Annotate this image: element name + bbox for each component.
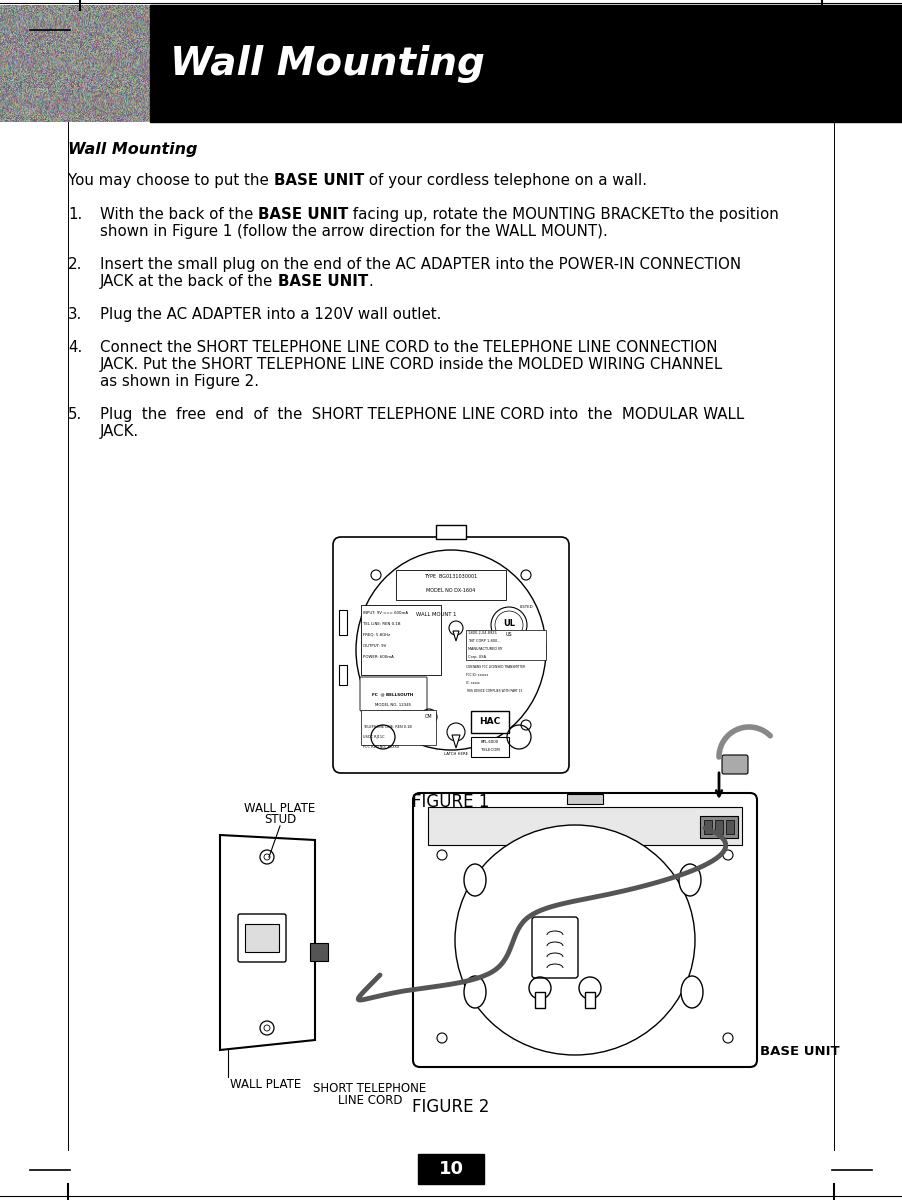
Text: OUTPUT: 9V: OUTPUT: 9V <box>363 644 386 648</box>
Text: JACK. Put the SHORT TELEPHONE LINE CORD inside the MOLDED WIRING CHANNEL: JACK. Put the SHORT TELEPHONE LINE CORD … <box>100 358 723 372</box>
Text: WALL PLATE: WALL PLATE <box>230 1078 301 1091</box>
Text: LATCH HERE: LATCH HERE <box>444 752 468 756</box>
Polygon shape <box>453 631 459 641</box>
Text: STUD: STUD <box>264 814 296 826</box>
FancyBboxPatch shape <box>333 538 569 773</box>
Text: .: . <box>368 274 373 289</box>
Text: SHORT TELEPHONE: SHORT TELEPHONE <box>313 1082 427 1094</box>
Polygon shape <box>452 734 460 748</box>
Text: With the back of the: With the back of the <box>100 206 258 222</box>
Ellipse shape <box>356 550 546 750</box>
Text: TELECOM: TELECOM <box>481 748 500 752</box>
Ellipse shape <box>679 864 701 896</box>
FancyBboxPatch shape <box>532 917 578 978</box>
Text: 1.: 1. <box>68 206 82 222</box>
Text: BPL-6000: BPL-6000 <box>481 740 499 744</box>
Text: BASE UNIT: BASE UNIT <box>273 173 364 188</box>
Text: FREQ: 5.8GHz: FREQ: 5.8GHz <box>363 634 391 637</box>
Text: 5.: 5. <box>68 407 82 422</box>
Text: Plug  the  free  end  of  the  SHORT TELEPHONE LINE CORD into  the  MODULAR WALL: Plug the free end of the SHORT TELEPHONE… <box>100 407 744 422</box>
Text: US: US <box>506 631 512 636</box>
Text: FIGURE 2: FIGURE 2 <box>412 1098 490 1116</box>
Text: LISTED: LISTED <box>520 605 533 608</box>
Bar <box>150 5 902 122</box>
Bar <box>428 806 742 845</box>
Text: HAC: HAC <box>479 718 501 726</box>
Polygon shape <box>220 835 315 1050</box>
Ellipse shape <box>464 976 486 1008</box>
Text: MODEL NO. 12345: MODEL NO. 12345 <box>375 703 411 707</box>
Text: Wall Mounting: Wall Mounting <box>170 44 485 83</box>
Text: FCC ID: xxxxxx: FCC ID: xxxxxx <box>466 673 488 677</box>
Text: BASE UNIT: BASE UNIT <box>760 1045 840 1058</box>
Text: MODEL NO DX-1604: MODEL NO DX-1604 <box>427 588 475 593</box>
Text: 3.: 3. <box>68 307 82 322</box>
Text: BASE UNIT: BASE UNIT <box>258 206 348 222</box>
Bar <box>396 570 506 600</box>
Bar <box>339 665 347 685</box>
FancyBboxPatch shape <box>238 914 286 962</box>
Bar <box>567 794 603 804</box>
Text: FIGURE 1: FIGURE 1 <box>412 793 490 811</box>
Text: facing up, rotate the MOUNTING BRACKETto the position: facing up, rotate the MOUNTING BRACKETto… <box>348 206 779 222</box>
Text: Connect the SHORT TELEPHONE LINE CORD to the TELEPHONE LINE CONNECTION: Connect the SHORT TELEPHONE LINE CORD to… <box>100 340 717 355</box>
FancyBboxPatch shape <box>413 793 757 1067</box>
Text: as shown in Figure 2.: as shown in Figure 2. <box>100 374 259 389</box>
Bar <box>700 816 738 838</box>
FancyBboxPatch shape <box>360 677 427 710</box>
Bar <box>418 1154 484 1184</box>
Bar <box>715 820 723 834</box>
Text: POWER: 600mA: POWER: 600mA <box>363 655 394 659</box>
Text: LINE CORD: LINE CORD <box>337 1094 402 1106</box>
Bar <box>726 820 734 834</box>
Text: MANUFACTURED BY: MANUFACTURED BY <box>468 647 502 650</box>
Bar <box>471 737 509 757</box>
Bar <box>361 710 436 745</box>
Text: 10: 10 <box>438 1160 464 1178</box>
Text: Wall Mounting: Wall Mounting <box>68 142 198 157</box>
Text: CM: CM <box>425 714 433 720</box>
Bar <box>361 605 441 674</box>
Bar <box>339 610 347 635</box>
Text: TYPE  BG0131030001: TYPE BG0131030001 <box>424 575 478 580</box>
Text: TEL LINE: REN 0.1B: TEL LINE: REN 0.1B <box>363 622 400 626</box>
Text: THIS DEVICE COMPLIES WITH PART 15: THIS DEVICE COMPLIES WITH PART 15 <box>466 689 522 692</box>
Text: INPUT: 9V === 600mA: INPUT: 9V === 600mA <box>363 611 408 614</box>
Text: Plug the AC ADAPTER into a 120V wall outlet.: Plug the AC ADAPTER into a 120V wall out… <box>100 307 441 322</box>
Text: JACK at the back of the: JACK at the back of the <box>100 274 278 289</box>
FancyBboxPatch shape <box>722 755 748 774</box>
Text: 2.: 2. <box>68 257 82 272</box>
Ellipse shape <box>464 864 486 896</box>
Bar <box>310 943 328 961</box>
Text: of your cordless telephone on a wall.: of your cordless telephone on a wall. <box>364 173 647 188</box>
Text: BASE UNIT: BASE UNIT <box>278 274 368 289</box>
Text: IC: xxxxx: IC: xxxxx <box>466 680 480 685</box>
Text: JACK.: JACK. <box>100 424 139 439</box>
Text: USOC RJ11C: USOC RJ11C <box>363 734 384 739</box>
Ellipse shape <box>681 976 703 1008</box>
Text: 4.: 4. <box>68 340 82 355</box>
Text: TELEPHONE LINE: REN 0.1B: TELEPHONE LINE: REN 0.1B <box>363 725 411 728</box>
Text: Corp. USA: Corp. USA <box>468 655 486 659</box>
Bar <box>466 630 546 660</box>
Text: WALL MOUNT 1: WALL MOUNT 1 <box>416 612 456 618</box>
Bar <box>471 710 509 733</box>
Text: WALL PLATE: WALL PLATE <box>244 802 316 815</box>
Text: CONTAINS FCC LICENSED TRANSMITTER: CONTAINS FCC LICENSED TRANSMITTER <box>466 665 525 670</box>
Text: You may choose to put the: You may choose to put the <box>68 173 273 188</box>
Text: FCC REG NO: XXXXX: FCC REG NO: XXXXX <box>363 745 400 749</box>
Text: FC  @ BELLSOUTH: FC @ BELLSOUTH <box>373 692 414 696</box>
Text: UL: UL <box>503 618 515 628</box>
Bar <box>245 924 279 952</box>
Ellipse shape <box>455 826 695 1055</box>
Bar <box>436 526 466 539</box>
Bar <box>704 820 712 834</box>
Polygon shape <box>585 992 595 1008</box>
Text: TNT CORP 1-800...: TNT CORP 1-800... <box>468 638 501 643</box>
Text: Insert the small plug on the end of the AC ADAPTER into the POWER-IN CONNECTION: Insert the small plug on the end of the … <box>100 257 741 272</box>
Text: shown in Figure 1 (follow the arrow direction for the WALL MOUNT).: shown in Figure 1 (follow the arrow dire… <box>100 224 608 239</box>
Text: 1-800-2-04-8925: 1-800-2-04-8925 <box>468 631 498 635</box>
Polygon shape <box>535 992 545 1008</box>
